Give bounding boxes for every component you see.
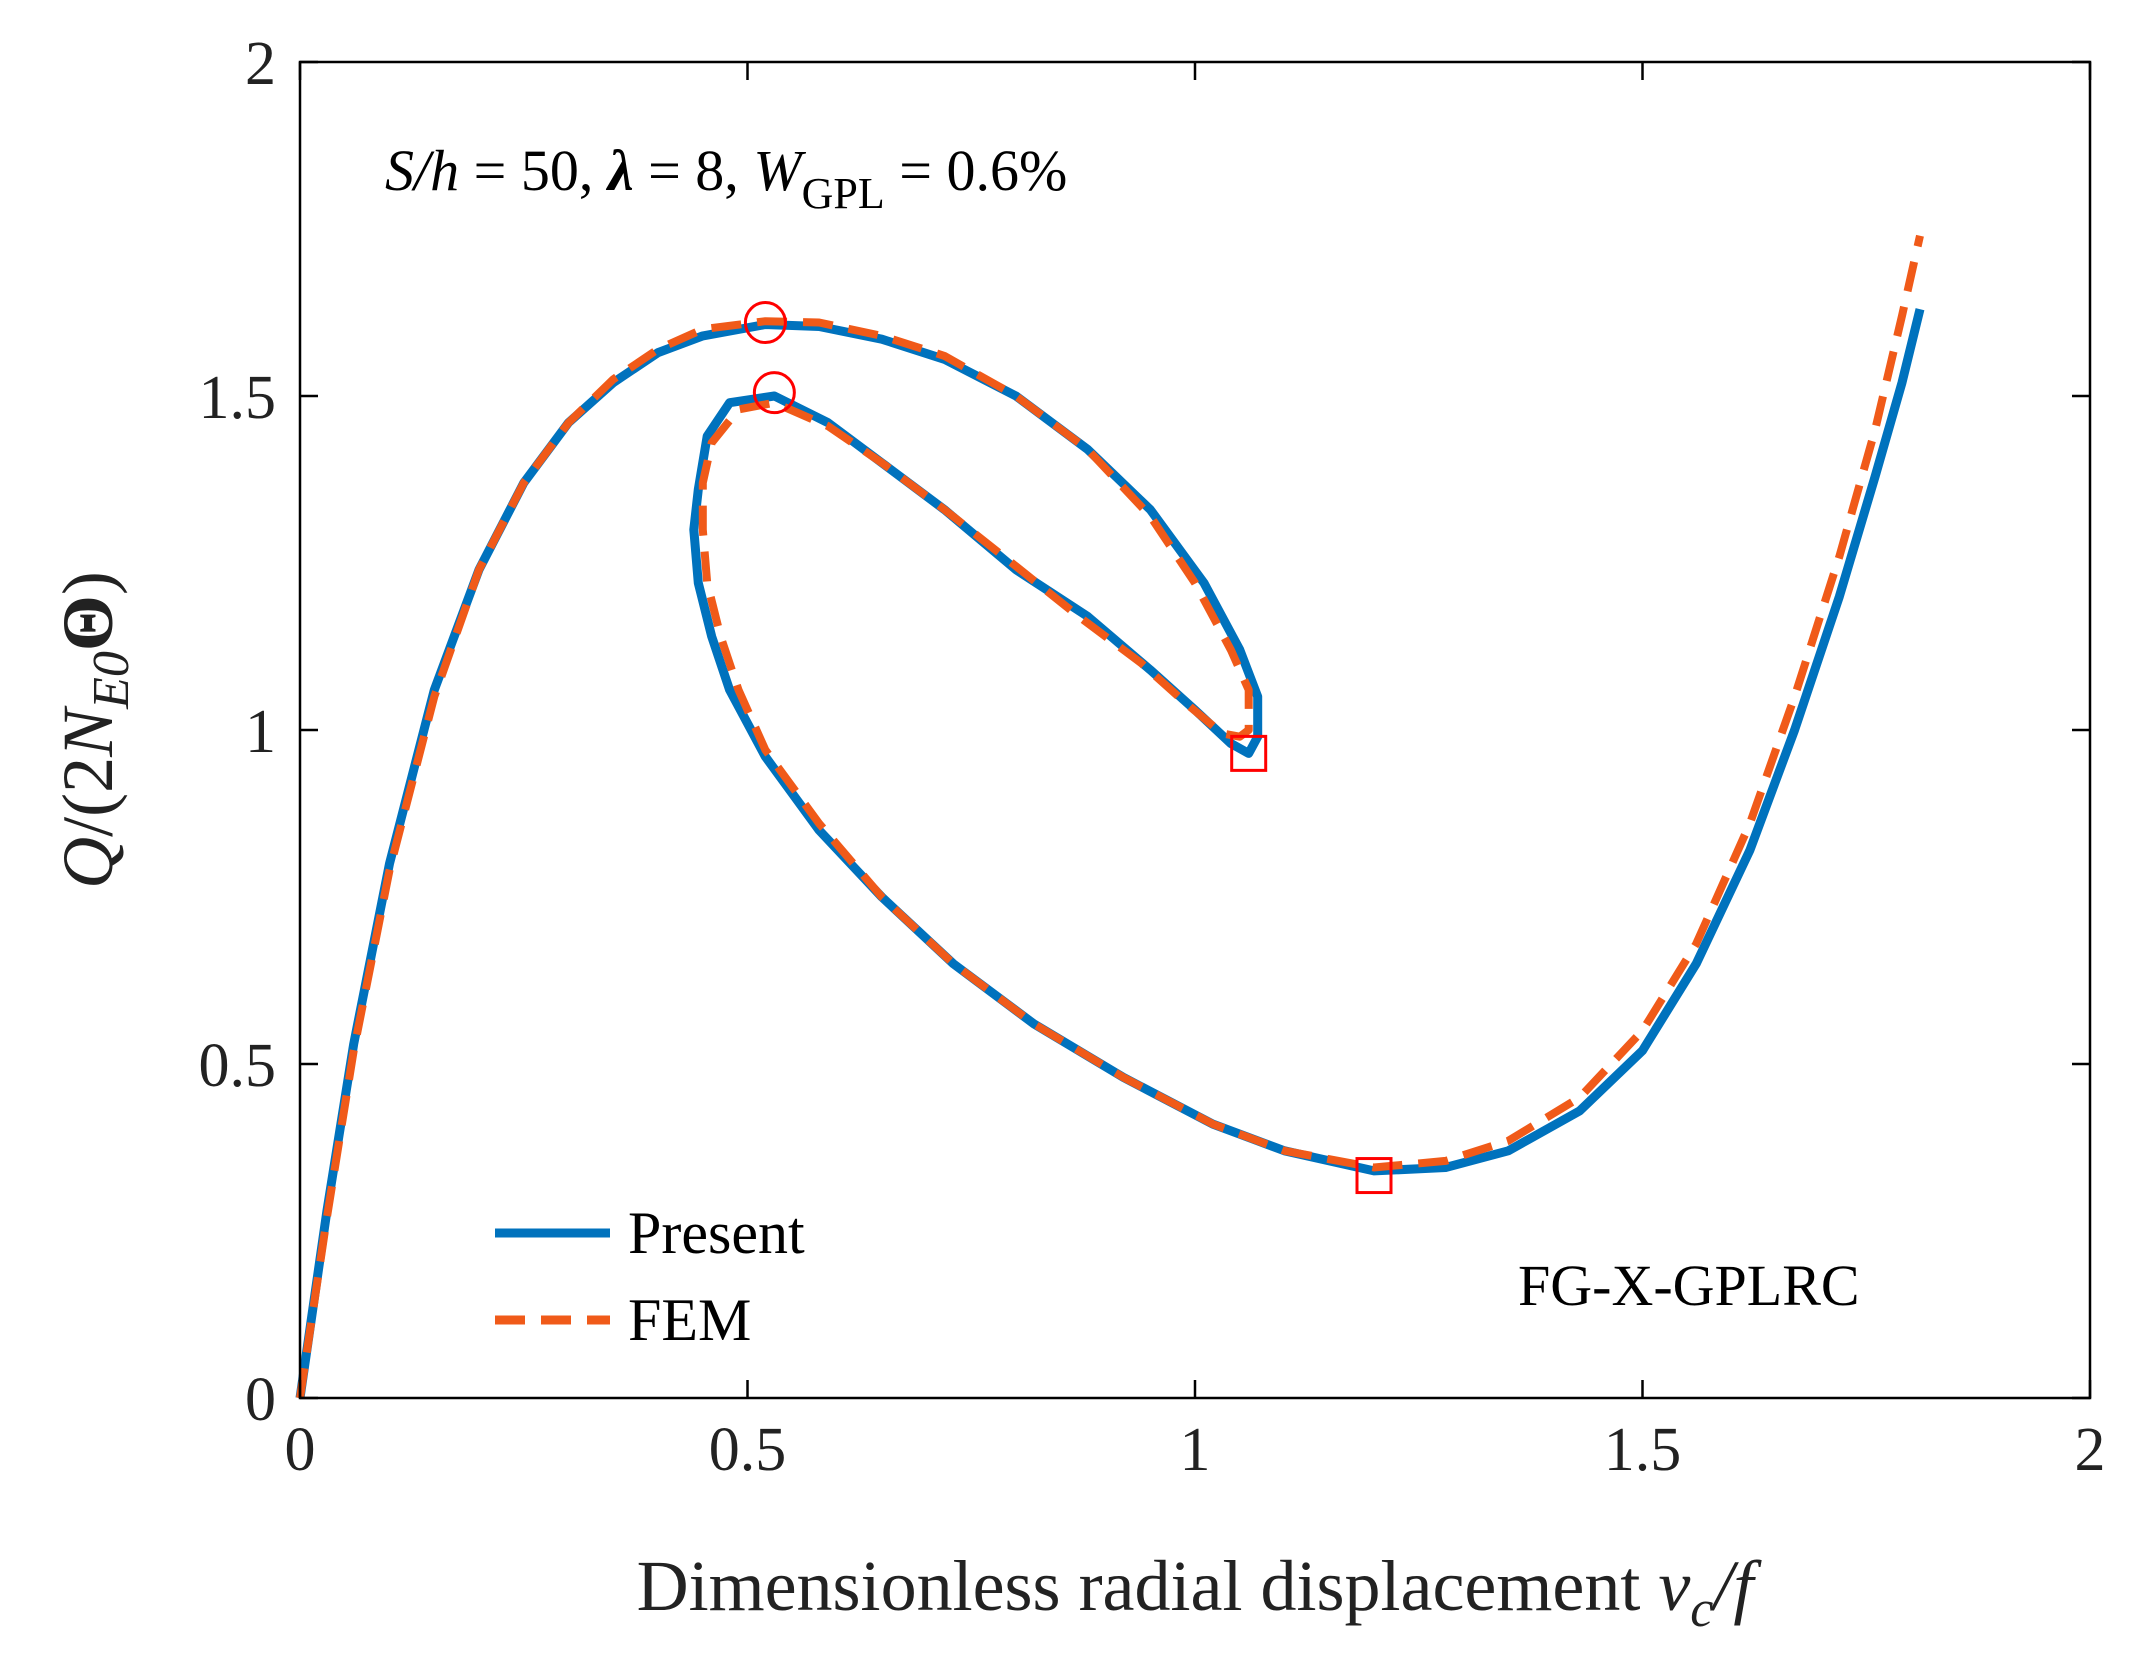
material-annotation: FG-X-GPLRC <box>1518 1253 1860 1318</box>
plot-area: 0 0.5 1 1.5 2 0 0.5 1 1.5 2 <box>199 30 2106 1484</box>
y-tick-label-1: 0.5 <box>199 1032 277 1100</box>
y-axis-label-sub: E0 <box>83 651 140 710</box>
annot-lambda-value: = 8, <box>634 138 754 203</box>
x-tick-label-2: 1 <box>1180 1416 1211 1484</box>
x-axis-label: Dimensionless radial displacement vc/f <box>637 1546 1763 1638</box>
legend: Present FEM <box>495 1200 805 1353</box>
square-marker-2 <box>1230 734 1268 772</box>
circle-marker-1 <box>752 371 796 415</box>
annot-sh-label: S/h <box>385 138 459 203</box>
x-axis-label-tail: /f <box>1709 1546 1762 1626</box>
y-axis-label-q: Q <box>48 837 128 889</box>
y-axis-label-n: N <box>48 705 128 758</box>
y-tick-label-2: 1 <box>245 698 276 766</box>
x-axis-label-sub: c <box>1690 1581 1713 1638</box>
x-tick-label-4: 2 <box>2075 1416 2106 1484</box>
x-axis-label-var: v <box>1658 1546 1690 1626</box>
parameter-annotation: S/h = 50, λ = 8, WGPL = 0.6% <box>385 138 1067 218</box>
y-axis-label-theta: Θ <box>48 595 128 651</box>
y-tick-label-4: 2 <box>245 30 276 98</box>
legend-label-fem: FEM <box>628 1287 751 1353</box>
y-axis-label-mid: /(2 <box>48 757 128 837</box>
axes-frame <box>298 60 2092 1400</box>
marker-layer <box>743 301 1393 1195</box>
x-tick-label-1: 0.5 <box>709 1416 787 1484</box>
annot-w-sub: GPL <box>802 169 885 218</box>
annot-sh-value: = 50, <box>459 138 608 203</box>
x-axis-label-text: Dimensionless radial displacement <box>637 1546 1659 1626</box>
x-tick-label-3: 1.5 <box>1604 1416 1682 1484</box>
tick-layer: 0 0.5 1 1.5 2 0 0.5 1 1.5 2 <box>199 30 2106 1484</box>
square-marker-3 <box>1355 1157 1393 1195</box>
circle-marker-0 <box>743 301 787 345</box>
annot-w-value: = 0.6% <box>885 138 1068 203</box>
annot-w-label: W <box>753 138 806 203</box>
series-layer <box>295 234 1925 1399</box>
legend-label-present: Present <box>628 1200 805 1266</box>
y-axis-label-close: ) <box>48 571 128 595</box>
annot-lambda-label: λ <box>606 138 634 203</box>
y-tick-label-0: 0 <box>245 1366 276 1434</box>
y-tick-label-3: 1.5 <box>199 364 277 432</box>
series-line-fem <box>296 234 1924 1399</box>
x-tick-label-0: 0 <box>285 1416 316 1484</box>
y-axis-label: Q/(2NE0Θ) <box>48 571 140 889</box>
